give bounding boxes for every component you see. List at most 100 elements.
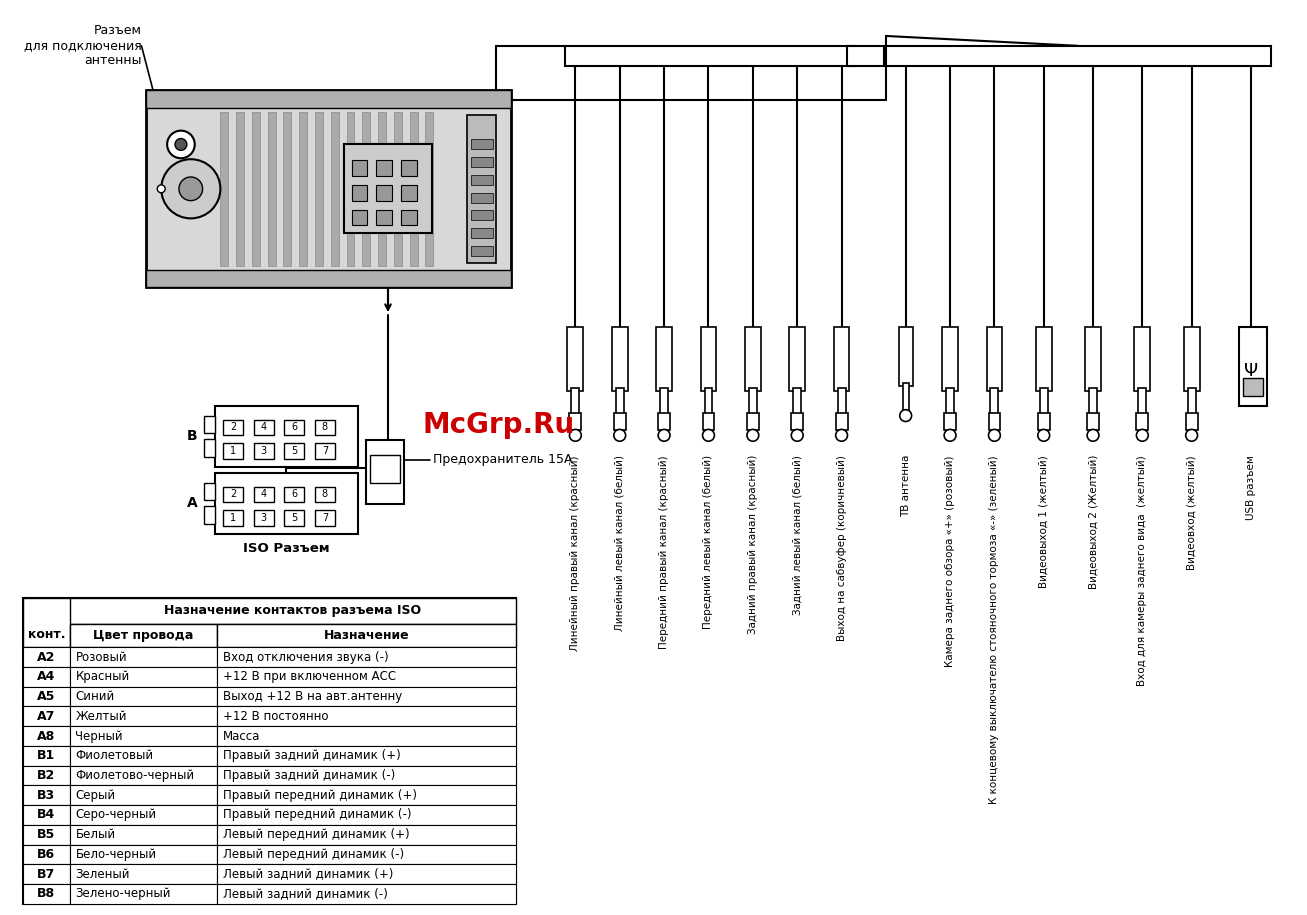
Bar — [1089, 388, 1097, 415]
Bar — [204, 482, 216, 501]
Bar — [616, 388, 623, 415]
Bar — [704, 388, 712, 415]
Text: B3: B3 — [38, 789, 55, 802]
Text: A8: A8 — [37, 729, 55, 743]
Bar — [567, 327, 583, 391]
Bar — [467, 115, 497, 263]
Bar — [366, 440, 404, 504]
Bar — [223, 487, 243, 502]
Bar — [24, 785, 69, 805]
Bar — [656, 327, 672, 391]
Bar — [146, 91, 511, 108]
Text: Видеовход (желтый): Видеовход (желтый) — [1187, 455, 1197, 570]
Bar — [1036, 327, 1052, 391]
Bar — [24, 766, 69, 785]
Text: 4: 4 — [260, 490, 267, 500]
Text: B5: B5 — [37, 828, 55, 841]
Text: +12 В постоянно: +12 В постоянно — [223, 710, 329, 723]
Bar — [942, 327, 958, 391]
Circle shape — [746, 429, 759, 441]
Bar — [471, 228, 493, 238]
Bar — [252, 112, 260, 265]
Bar — [217, 706, 516, 727]
Text: A: A — [187, 496, 197, 511]
Text: Левый задний динамик (-): Левый задний динамик (-) — [223, 888, 388, 900]
Text: 6: 6 — [291, 423, 298, 433]
Text: Вход для камеры заднего вида  (желтый): Вход для камеры заднего вида (желтый) — [1137, 455, 1148, 685]
Bar — [285, 420, 305, 436]
Bar — [793, 388, 801, 415]
Bar — [24, 647, 69, 667]
Bar — [352, 185, 367, 200]
Bar — [570, 413, 582, 430]
Text: Линейный левый канал (белый): Линейный левый канал (белый) — [614, 455, 625, 631]
Bar — [216, 405, 358, 467]
Bar — [1040, 388, 1048, 415]
Bar — [401, 160, 417, 176]
Bar — [24, 824, 69, 845]
Circle shape — [899, 410, 911, 422]
Bar — [299, 112, 307, 265]
Bar — [69, 746, 217, 766]
Text: B8: B8 — [38, 888, 55, 900]
Bar — [69, 824, 217, 845]
Text: Предохранитель 15А: Предохранитель 15А — [434, 454, 572, 467]
Bar — [69, 785, 217, 805]
Bar — [204, 415, 216, 434]
Text: Серый: Серый — [76, 789, 115, 802]
Bar — [362, 112, 370, 265]
Text: A2: A2 — [37, 651, 55, 663]
Bar — [24, 598, 69, 647]
Text: Вход отключения звука (-): Вход отключения звука (-) — [223, 651, 389, 663]
Bar — [315, 420, 335, 436]
Text: Левый передний динамик (+): Левый передний динамик (+) — [223, 828, 410, 841]
Bar — [344, 145, 433, 233]
Circle shape — [988, 429, 1000, 441]
Bar — [376, 185, 392, 200]
Bar — [217, 785, 516, 805]
Bar — [315, 112, 323, 265]
Bar — [352, 210, 367, 225]
Bar — [24, 884, 69, 904]
Text: Фиолетово-черный: Фиолетово-черный — [76, 769, 195, 782]
Bar — [1085, 327, 1100, 391]
Text: Синий: Синий — [76, 690, 115, 703]
Bar — [701, 327, 716, 391]
Text: 5: 5 — [291, 447, 298, 456]
Circle shape — [1087, 429, 1099, 441]
Text: 7: 7 — [322, 447, 328, 456]
Bar — [471, 175, 493, 185]
Bar — [749, 388, 757, 415]
Bar — [1239, 327, 1266, 405]
Bar — [835, 413, 847, 430]
Bar — [217, 766, 516, 785]
Bar — [1138, 388, 1146, 415]
Bar — [703, 413, 715, 430]
Bar — [69, 805, 217, 824]
Bar — [285, 487, 305, 502]
Bar — [838, 388, 846, 415]
Text: 8: 8 — [322, 490, 328, 500]
Bar — [903, 383, 908, 411]
Bar — [254, 420, 273, 436]
Bar — [217, 824, 516, 845]
Text: Красный: Красный — [76, 671, 129, 684]
Bar — [471, 210, 493, 221]
Bar — [946, 388, 954, 415]
Text: Разъем
для подключения
антенны: Разъем для подключения антенны — [24, 25, 141, 68]
Text: ТВ антенна: ТВ антенна — [901, 455, 911, 517]
Circle shape — [944, 429, 955, 441]
Circle shape — [659, 429, 670, 441]
Text: A5: A5 — [37, 690, 55, 703]
Bar — [24, 805, 69, 824]
Circle shape — [175, 138, 187, 150]
Text: 8: 8 — [322, 423, 328, 433]
Bar — [204, 439, 216, 457]
Bar — [284, 112, 291, 265]
Text: B: B — [187, 429, 197, 443]
Bar — [217, 667, 516, 687]
Bar — [745, 327, 761, 391]
Text: B1: B1 — [37, 749, 55, 762]
Bar — [24, 598, 516, 624]
Bar — [331, 112, 339, 265]
